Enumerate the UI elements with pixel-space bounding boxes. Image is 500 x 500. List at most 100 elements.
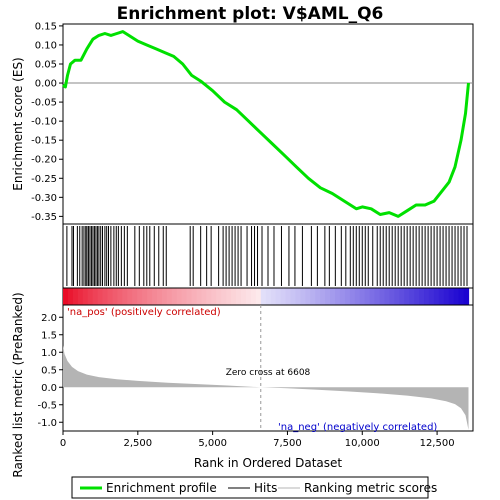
x-tick-label: 12,500: [420, 438, 455, 449]
heatmap-cell: [334, 288, 341, 305]
heatmap-cell: [325, 288, 331, 305]
heatmap-cell: [196, 288, 203, 305]
heatmap-cell: [147, 288, 153, 305]
heatmap-cell: [315, 288, 321, 305]
heatmap-cell: [265, 288, 272, 305]
heatmap-cell: [300, 288, 306, 305]
heatmap-cell: [404, 288, 410, 305]
heatmap-cell: [216, 288, 222, 305]
heatmap-cell: [152, 288, 158, 305]
x-tick-label: 2,500: [123, 438, 152, 449]
ranking-metric-fill: [63, 345, 469, 430]
x-tick-label: 5,000: [198, 438, 227, 449]
heatmap-cell: [97, 288, 104, 305]
heatmap-cell: [463, 288, 470, 305]
heatmap-cell: [142, 288, 148, 305]
negative-correlation-label: 'na_neg' (negatively correlated): [278, 422, 437, 433]
heatmap-cell: [443, 288, 450, 305]
heatmap-cell: [77, 288, 84, 305]
heatmap-cell: [448, 288, 455, 305]
x-tick-label: 0: [60, 438, 66, 449]
metric-y-tick-label: -0.5: [37, 400, 57, 411]
heatmap-cell: [424, 288, 430, 305]
heatmap-cell: [384, 288, 390, 305]
x-tick-label: 10,000: [345, 438, 380, 449]
legend-label-ranking-metric: Ranking metric scores: [304, 481, 437, 495]
heatmap-cell: [399, 288, 405, 305]
es-y-tick-label: 0.10: [35, 40, 57, 51]
heatmap-cell: [250, 288, 257, 305]
heatmap-cell: [112, 288, 118, 305]
heatmap-cell: [290, 288, 297, 305]
heatmap-cell: [245, 288, 252, 305]
heatmap-cell: [305, 288, 311, 305]
heatmap-cell: [186, 288, 193, 305]
heatmap-cell: [191, 288, 198, 305]
heatmap-cell: [117, 288, 123, 305]
heatmap-cell: [171, 288, 178, 305]
metric-y-tick-label: 1.0: [41, 348, 57, 359]
metric-y-axis: 2.0 1.5 1.0 0.5 0.0 -0.5 -1.0: [37, 313, 63, 429]
heatmap-cell: [201, 288, 208, 305]
heatmap-cell: [92, 288, 99, 305]
heatmap-cell: [161, 288, 168, 305]
es-y-tick-label: 0.00: [35, 79, 57, 90]
heatmap-cell: [255, 288, 262, 305]
es-y-tick-label: 0.15: [35, 21, 57, 32]
heatmap-cell: [87, 288, 94, 305]
heatmap-cell: [344, 288, 351, 305]
heatmap-cell: [156, 288, 163, 305]
heatmap-cell: [241, 288, 247, 305]
heatmap-cell: [349, 288, 356, 305]
es-y-tick-label: -0.30: [31, 193, 57, 204]
metric-y-tick-label: 1.5: [41, 330, 57, 341]
hit-marks: [66, 226, 468, 286]
metric-y-tick-label: 0.0: [41, 383, 57, 394]
heatmap-cell: [236, 288, 242, 305]
es-y-tick-label: -0.35: [31, 212, 57, 223]
heatmap-cell: [339, 288, 346, 305]
enrichment-profile-line: [62, 30, 470, 218]
es-y-tick-label: -0.15: [31, 136, 57, 147]
legend: Enrichment profile Hits Ranking metric s…: [71, 476, 437, 499]
x-tick-label: 7,500: [273, 438, 302, 449]
es-y-tick-label: -0.05: [31, 98, 57, 109]
enrichment-profile-path: [62, 30, 470, 218]
ranking-heatmap-bar: [63, 288, 470, 305]
heatmap-cell: [107, 288, 114, 305]
metric-y-tick-label: 2.0: [41, 313, 57, 324]
heatmap-cell: [433, 288, 440, 305]
metric-y-tick-label: 0.5: [41, 365, 57, 376]
metric-y-axis-label: Ranked list metric (PreRanked): [11, 292, 25, 477]
heatmap-cell: [226, 288, 232, 305]
heatmap-cell: [181, 288, 188, 305]
heatmap-cell: [176, 288, 183, 305]
x-axis-label: Rank in Ordered Dataset: [194, 456, 342, 470]
ranking-metric-area: [63, 345, 469, 430]
heatmap-cell: [285, 288, 292, 305]
heatmap-cell: [458, 288, 465, 305]
es-panel-frame: [62, 23, 474, 225]
heatmap-cell: [354, 288, 361, 305]
heatmap-cell: [211, 288, 217, 305]
heatmap-cell: [330, 288, 336, 305]
chart-title: Enrichment plot: V$AML_Q6: [117, 4, 384, 24]
heatmap-cell: [206, 288, 212, 305]
heatmap-cell: [270, 288, 277, 305]
heatmap-cell: [82, 288, 89, 305]
x-axis: 0 2,500 5,000 7,500 10,000 12,500: [60, 431, 455, 449]
heatmap-cell: [414, 288, 420, 305]
heatmap-cell: [280, 288, 287, 305]
heatmap-cell: [127, 288, 133, 305]
heatmap-cell: [132, 288, 138, 305]
heatmap-cell: [369, 288, 376, 305]
heatmap-cell: [320, 288, 326, 305]
es-y-tick-label: -0.20: [31, 155, 57, 166]
heatmap-cell: [231, 288, 237, 305]
heatmap-cell: [166, 288, 173, 305]
es-y-tick-label: -0.25: [31, 174, 57, 185]
heatmap-cell: [260, 288, 267, 305]
heatmap-cell: [374, 288, 381, 305]
heatmap-cell: [394, 288, 400, 305]
es-y-axis: 0.15 0.10 0.05 0.00 -0.05 -0.10 -0.15 -0.20 -0.2…: [31, 21, 63, 223]
